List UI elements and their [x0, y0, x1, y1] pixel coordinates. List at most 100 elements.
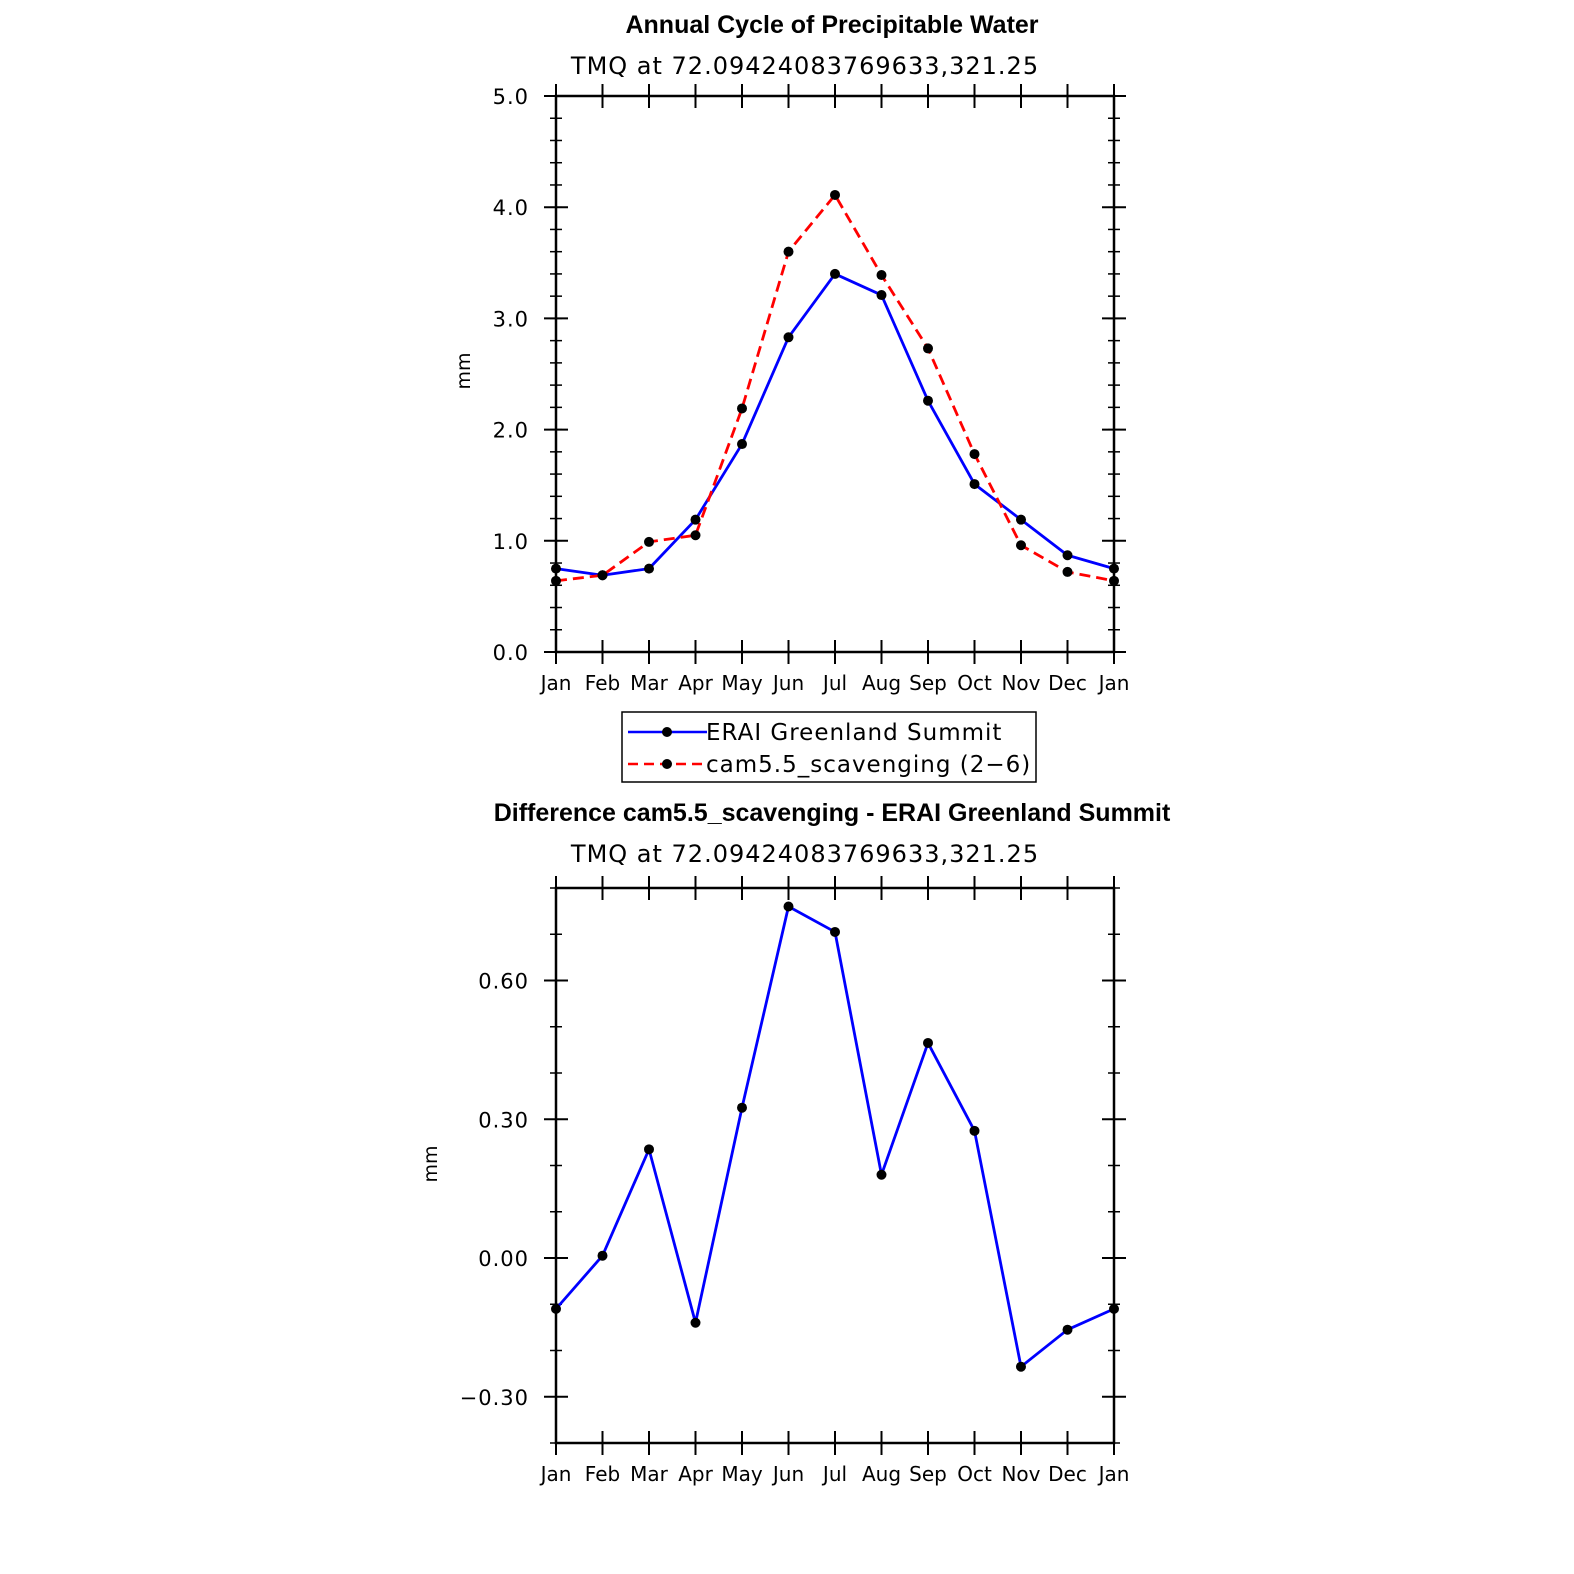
plot-area — [544, 84, 1126, 664]
data-point — [737, 403, 747, 414]
series-line-1 — [555, 193, 1115, 583]
x-tick-label: Mar — [630, 1462, 669, 1486]
plot-area — [544, 876, 1126, 1455]
data-point — [783, 246, 794, 257]
data-point — [876, 270, 887, 281]
x-tick-label: Jul — [821, 1462, 847, 1486]
x-tick-label: Feb — [585, 1462, 620, 1486]
data-point — [644, 1144, 654, 1155]
data-point — [969, 479, 980, 490]
x-tick-label: Apr — [678, 671, 713, 695]
series-layer — [551, 189, 1119, 586]
data-point — [830, 189, 840, 200]
x-tick-label: Jul — [821, 671, 847, 695]
data-point — [690, 1317, 701, 1328]
data-point — [783, 901, 794, 912]
x-tick-label: Mar — [630, 671, 669, 695]
x-tick-label: Sep — [909, 1462, 947, 1486]
data-point — [1062, 1324, 1073, 1335]
x-tick-labels: Jan Feb Mar Apr May Jun Jul Aug Sep Oct Nov Dec Jan — [539, 671, 1130, 695]
y-tick-labels: 0.0 1.0 2.0 3.0 4.0 5.0 — [493, 85, 529, 665]
legend-label-cam: cam5.5_scavenging (2−6) — [706, 752, 1031, 778]
data-point — [830, 268, 840, 279]
x-tick-label: Aug — [862, 671, 901, 695]
data-point — [1016, 1361, 1026, 1372]
data-point — [597, 1250, 608, 1261]
data-point — [923, 395, 933, 406]
x-tick-labels: Jan Feb Mar Apr May Jun Jul Aug Sep Oct Nov Dec Jan — [539, 1462, 1130, 1486]
legend-box — [621, 711, 1037, 783]
legend-marker-erai — [662, 727, 672, 737]
data-point — [551, 575, 561, 586]
series-layer — [551, 901, 1119, 1372]
data-point — [597, 570, 608, 581]
y-axis-label: mm — [420, 1145, 442, 1182]
legend-marker-cam — [662, 759, 672, 769]
x-tick-label: Sep — [909, 671, 947, 695]
chart-subtitle: TMQ at 72.09424083769633,321.25 — [570, 840, 1039, 868]
x-tick-label: May — [721, 671, 763, 695]
x-tick-label: Nov — [1001, 1462, 1040, 1486]
y-tick-label: 2.0 — [493, 419, 529, 443]
x-tick-label: Aug — [862, 1462, 901, 1486]
x-tick-label: Jan — [1097, 671, 1130, 695]
legend-label-erai: ERAI Greenland Summit — [706, 720, 1002, 746]
data-point — [551, 1303, 561, 1314]
y-tick-label: 0.30 — [478, 1108, 529, 1132]
x-tick-label: Nov — [1001, 671, 1040, 695]
x-tick-label: Feb — [585, 671, 620, 695]
data-point — [1016, 540, 1026, 551]
x-tick-label: May — [721, 1462, 763, 1486]
data-point — [690, 530, 701, 541]
chart-annual-cycle: Annual Cycle of Precipitable Water TMQ a… — [453, 11, 1129, 695]
data-point — [830, 926, 840, 937]
x-tick-label: Dec — [1048, 671, 1087, 695]
y-tick-label: 0.00 — [478, 1247, 529, 1271]
y-tick-label: 3.0 — [493, 307, 529, 331]
x-tick-label: Dec — [1048, 1462, 1087, 1486]
x-tick-label: Jun — [771, 1462, 804, 1486]
data-point — [969, 1125, 980, 1136]
x-tick-label: Jan — [1097, 1462, 1130, 1486]
legend: ERAI Greenland Summit cam5.5_scavenging … — [621, 711, 1037, 783]
x-tick-label: Apr — [678, 1462, 713, 1486]
chart-difference: Difference cam5.5_scavenging - ERAI Gree… — [420, 799, 1171, 1486]
data-point — [1016, 514, 1026, 525]
data-point — [1062, 566, 1073, 577]
data-point — [876, 1169, 887, 1180]
data-point — [1109, 1303, 1119, 1314]
x-tick-label: Jan — [539, 1462, 572, 1486]
data-point — [1109, 563, 1119, 574]
data-point — [690, 514, 701, 525]
data-point — [783, 332, 794, 343]
y-tick-label: 0.60 — [478, 970, 529, 994]
y-tick-label: 5.0 — [493, 85, 529, 109]
y-tick-label: 0.0 — [493, 641, 529, 665]
series-line-0 — [554, 905, 1115, 1369]
x-tick-label: Jun — [771, 671, 804, 695]
data-point — [923, 343, 933, 354]
data-point — [923, 1037, 933, 1048]
chart-title: Difference cam5.5_scavenging - ERAI Gree… — [494, 799, 1171, 827]
data-point — [969, 449, 980, 460]
y-axis-label: mm — [453, 352, 475, 389]
series-line-0 — [555, 272, 1115, 577]
y-tick-label: −0.30 — [460, 1386, 529, 1410]
data-point — [737, 439, 747, 450]
x-tick-label: Oct — [957, 671, 992, 695]
y-tick-label: 1.0 — [493, 530, 529, 554]
data-point — [737, 1102, 747, 1113]
y-tick-labels: −0.30 0.00 0.30 0.60 — [460, 970, 529, 1410]
data-point — [876, 290, 887, 301]
data-point — [644, 536, 654, 547]
data-point — [1109, 575, 1119, 586]
x-tick-label: Oct — [957, 1462, 992, 1486]
y-tick-label: 4.0 — [493, 196, 529, 220]
data-point — [1062, 550, 1073, 561]
data-point — [644, 563, 654, 574]
x-tick-label: Jan — [539, 671, 572, 695]
chart-title: Annual Cycle of Precipitable Water — [625, 11, 1038, 39]
data-point — [551, 563, 561, 574]
chart-subtitle: TMQ at 72.09424083769633,321.25 — [570, 52, 1039, 80]
